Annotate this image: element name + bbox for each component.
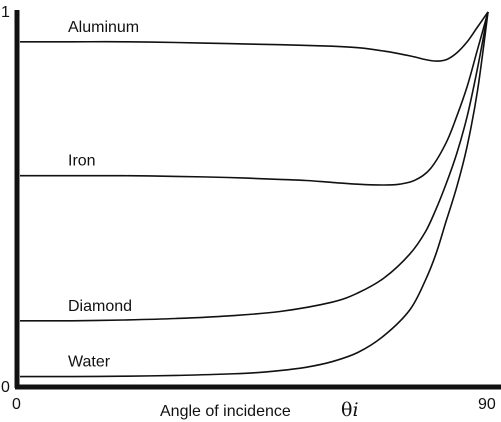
theta-subscript: i: [352, 399, 358, 421]
theta-symbol: θ: [341, 399, 352, 421]
series-line-diamond: [19, 11, 489, 322]
series-label-diamond: Diamond: [68, 298, 132, 315]
series-curves: [19, 11, 489, 378]
series-labels: Aluminum Iron Diamond Water: [68, 19, 139, 371]
y-tick-bottom: 0: [1, 379, 10, 396]
x-tick-end: 90: [478, 396, 496, 413]
series-line-water: [20, 11, 489, 378]
series-line-iron: [20, 11, 489, 186]
x-tick-start: 0: [12, 396, 21, 413]
series-label-water: Water: [68, 354, 111, 371]
x-axis-label: Angle of incidence: [160, 403, 291, 420]
series-label-aluminum: Aluminum: [68, 19, 139, 36]
x-axis-symbol: θi: [341, 399, 359, 421]
series-label-iron: Iron: [68, 153, 96, 170]
y-tick-top: 1: [1, 4, 10, 21]
series-line-aluminum: [19, 11, 489, 62]
